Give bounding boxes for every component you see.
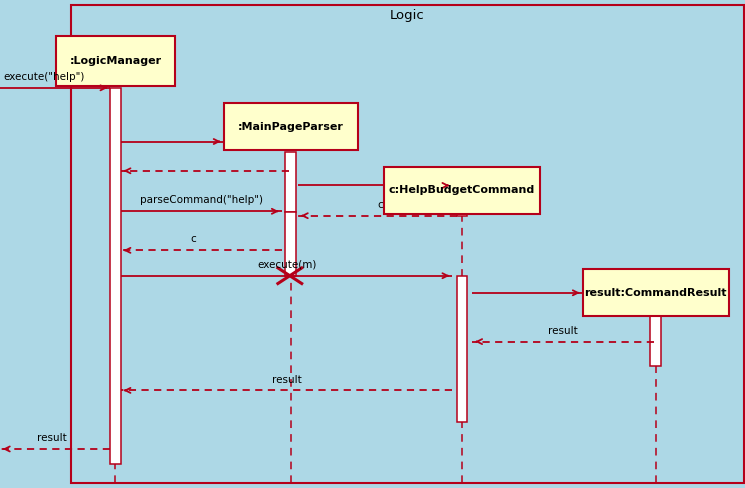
Text: :LogicManager: :LogicManager [69,56,162,66]
FancyBboxPatch shape [56,36,175,86]
FancyBboxPatch shape [110,88,121,464]
Text: c: c [377,200,383,210]
Text: execute(m): execute(m) [257,260,317,270]
Text: result: result [272,375,302,385]
Text: result: result [37,433,67,443]
Text: result:CommandResult: result:CommandResult [584,288,727,298]
FancyBboxPatch shape [457,276,467,422]
Text: Logic: Logic [390,9,425,22]
FancyBboxPatch shape [457,185,467,216]
Text: execute("help"): execute("help") [4,72,85,82]
FancyBboxPatch shape [650,293,661,366]
FancyBboxPatch shape [224,103,358,150]
Text: c:HelpBudgetCommand: c:HelpBudgetCommand [389,185,535,195]
Text: c: c [191,235,197,244]
FancyBboxPatch shape [285,152,296,212]
FancyBboxPatch shape [285,212,296,276]
Text: result: result [548,326,577,336]
FancyBboxPatch shape [583,269,729,316]
FancyBboxPatch shape [384,167,540,214]
Text: parseCommand("help"): parseCommand("help") [139,195,263,205]
Text: :MainPageParser: :MainPageParser [238,122,343,132]
